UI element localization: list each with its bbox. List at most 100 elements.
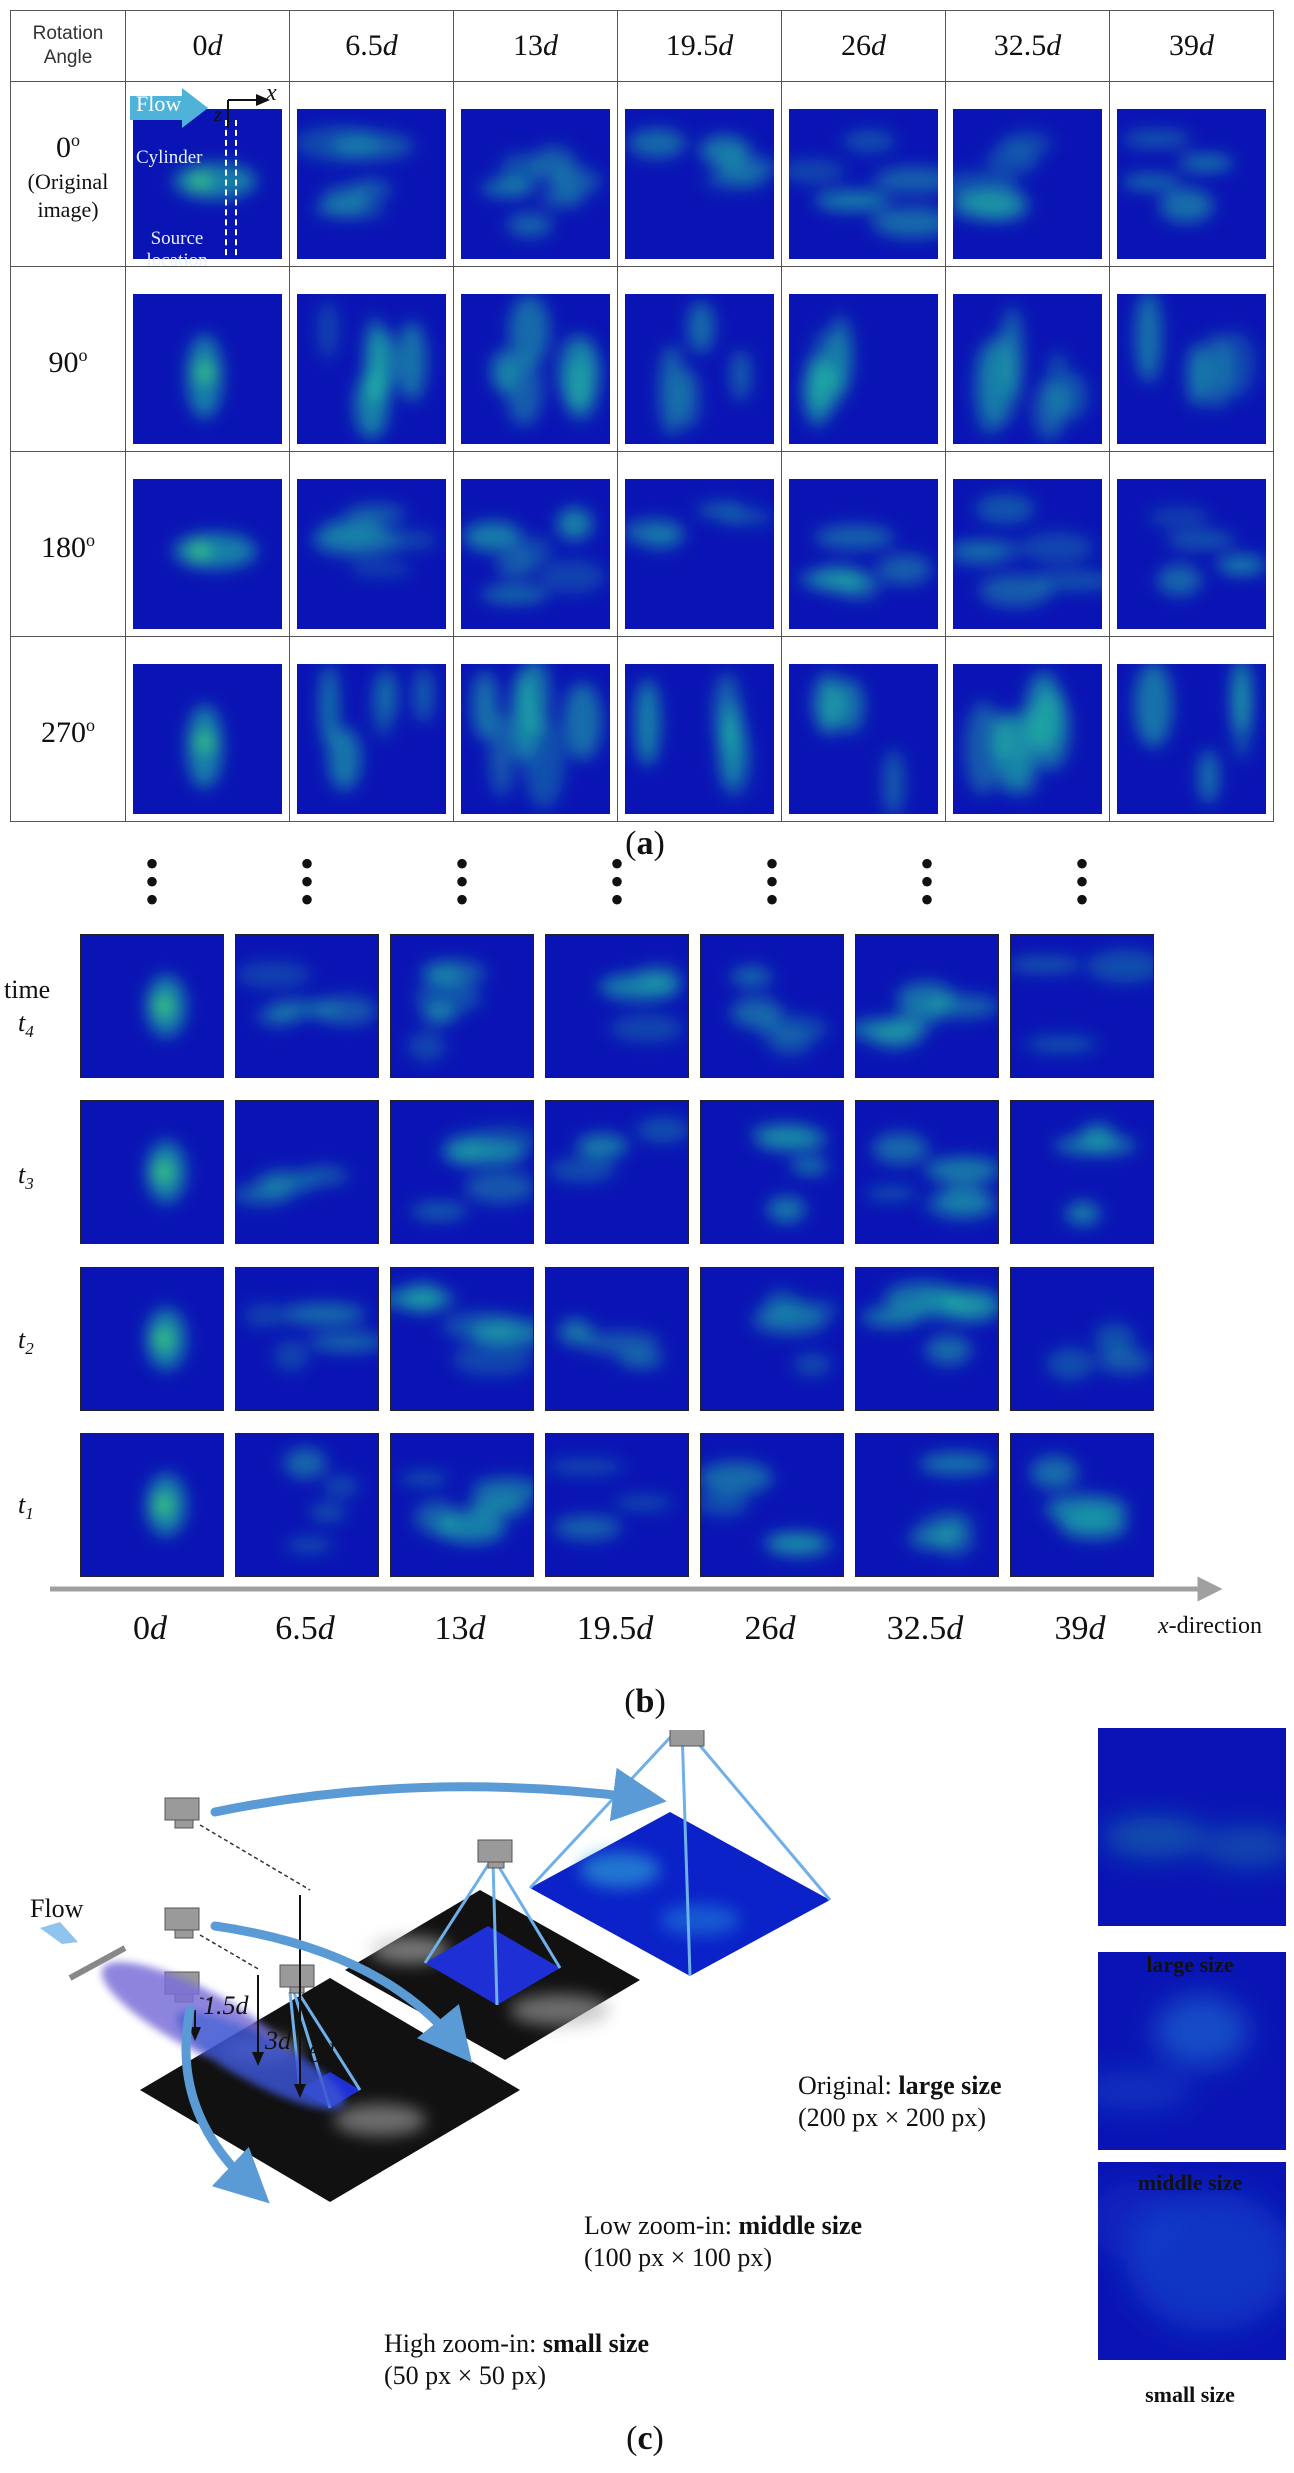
column-header: 6.5d xyxy=(289,10,454,82)
panel-b-image xyxy=(390,934,534,1078)
rotation-angle-label: 90o xyxy=(10,266,126,452)
flow-field-image xyxy=(1088,2162,1294,2360)
flow-field-image xyxy=(133,479,282,629)
panel-a-cell xyxy=(1109,266,1274,452)
x-tick-label: 39d xyxy=(1054,1610,1106,1647)
flow-field-image xyxy=(546,1101,691,1243)
rotation-angle-label: 270o xyxy=(10,636,126,822)
column-header: 0d xyxy=(125,10,290,82)
caption-b-letter: b xyxy=(635,1683,655,1720)
time-row-label: t1 xyxy=(18,1490,34,1524)
flow-field-image xyxy=(625,109,777,259)
flow-field-image xyxy=(133,664,282,814)
panel-b-image xyxy=(545,1267,689,1411)
caption-c: (c) xyxy=(626,2420,664,2457)
panel-a-header-row: Rotation Angle 0d 6.5d 13d 19.5d 26d 32.… xyxy=(10,10,1274,82)
panel-a-cell xyxy=(1109,451,1274,637)
flow-field-image xyxy=(297,479,446,629)
x-axis-label: x xyxy=(266,80,277,106)
degree-mark: o xyxy=(86,530,95,550)
column-header: 26d xyxy=(781,10,946,82)
flow-field-image xyxy=(1117,290,1266,444)
cylinder-label: Cylinder xyxy=(136,147,203,168)
panel-a-image xyxy=(625,109,777,259)
time-row-label: t4 xyxy=(18,1008,34,1042)
time-subscript: 1 xyxy=(25,1504,34,1524)
flow-field-image xyxy=(133,294,282,444)
flow-field-image xyxy=(1117,479,1266,629)
flow-field-image xyxy=(1098,1728,1294,1926)
side-size-image xyxy=(1098,1728,1294,1926)
caption-a: (a) xyxy=(625,825,665,862)
panel-b-image xyxy=(855,1433,999,1577)
panel-a-cell xyxy=(289,451,454,637)
flow-field-image xyxy=(625,294,774,444)
flow-field-image xyxy=(391,935,533,1077)
panel-b-image xyxy=(80,934,224,1078)
flow-field-image xyxy=(545,1434,688,1576)
panel-b-image xyxy=(390,1433,542,1577)
x-tick-label: 19.5d xyxy=(576,1610,654,1647)
high-zoom-label: High zoom-in: small size (50 px × 50 px) xyxy=(384,2328,649,2392)
panel-a-image xyxy=(789,294,938,444)
panel-b-image xyxy=(235,934,379,1078)
panel-a-cell xyxy=(453,266,618,452)
flow-field-image xyxy=(1011,1101,1153,1243)
panel-a-image xyxy=(297,294,446,444)
panel-b-image xyxy=(545,1100,691,1244)
flow-field-image xyxy=(953,664,1102,814)
panel-a-cell xyxy=(125,266,290,452)
degree-mark: o xyxy=(86,715,95,735)
side-size-image xyxy=(1088,2162,1294,2360)
panel-a-image xyxy=(461,479,610,629)
panel-b-image xyxy=(1010,1267,1154,1411)
panel-b-image xyxy=(1010,1100,1154,1244)
panel-b-image xyxy=(700,1267,844,1411)
panel-a-image xyxy=(461,294,610,444)
flow-field-image xyxy=(461,656,610,814)
panel-b-image xyxy=(700,1100,844,1244)
original-bold: large size xyxy=(898,2071,1002,2100)
side-label: middle size xyxy=(1137,2170,1243,2195)
flow-field-image xyxy=(953,294,1102,444)
continuation-dots: • • • xyxy=(454,841,469,922)
panel-a-cell xyxy=(125,636,290,822)
panel-a-image xyxy=(937,109,1102,259)
angle-value: 180 xyxy=(41,531,86,564)
flow-field-image xyxy=(625,664,774,814)
panel-b-image xyxy=(80,1100,224,1244)
original-image-note: (Original image) xyxy=(27,169,109,222)
panel-c-diagram xyxy=(40,1730,832,2204)
flow-field-image xyxy=(461,109,610,259)
time-subscript: 3 xyxy=(25,1174,34,1194)
panel-a-table: Rotation Angle 0d 6.5d 13d 19.5d 26d 32.… xyxy=(10,10,1274,822)
panel-b-image xyxy=(235,1433,379,1577)
flow-field-image xyxy=(622,479,774,629)
flow-field-image xyxy=(81,1434,223,1576)
continuation-dots: • • • xyxy=(299,841,314,922)
x-tick-label: 13d xyxy=(434,1610,486,1647)
flow-field-image xyxy=(461,479,610,629)
panel-a-cell xyxy=(289,81,454,267)
original-prefix: Original: xyxy=(798,2071,899,2100)
flow-field-image xyxy=(546,1268,688,1410)
flow-field-image xyxy=(701,935,843,1077)
rotation-angle-label: 0o (Original image) xyxy=(10,81,126,267)
panel-a-image xyxy=(789,479,938,629)
flow-field-image xyxy=(391,1434,542,1576)
panel-a-image xyxy=(133,479,282,629)
x-direction-label: xx-direction-direction xyxy=(1158,1613,1262,1639)
panel-b-image xyxy=(846,934,1000,1078)
flow-field-image xyxy=(81,935,223,1077)
panel-a-cell xyxy=(453,451,618,637)
panel-a-cell xyxy=(945,636,1110,822)
source-location-line xyxy=(225,120,237,275)
panel-a-image xyxy=(461,656,610,814)
panel-a-image xyxy=(1117,109,1266,259)
high-bold: small size xyxy=(542,2329,650,2358)
panel-b-image xyxy=(1010,1433,1154,1577)
panel-a-cell xyxy=(778,81,956,267)
dim-label: 3d xyxy=(265,2026,291,2055)
panel-a-cell xyxy=(1109,636,1274,822)
side-label: large size xyxy=(1146,1952,1234,1977)
